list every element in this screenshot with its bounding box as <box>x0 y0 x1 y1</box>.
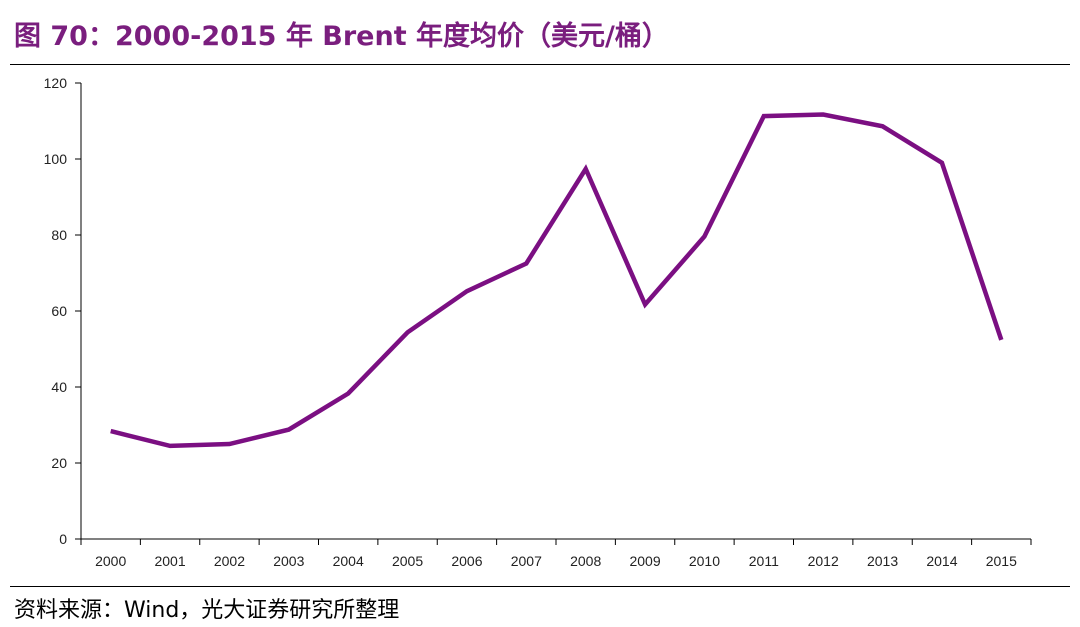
source-note: 资料来源：Wind，光大证券研究所整理 <box>14 598 400 623</box>
x-tick-label: 2004 <box>333 553 364 569</box>
x-tick-label: 2013 <box>867 553 898 569</box>
chart-title: 图 70：2000-2015 年 Brent 年度均价（美元/桶） <box>14 21 669 52</box>
x-tick-label: 2014 <box>926 553 957 569</box>
title-divider <box>10 64 1070 65</box>
x-axis-ticks: 2000 2001 2002 2003 2004 2005 2006 2007 2008 2009… <box>80 539 1032 569</box>
x-tick-label: 2009 <box>629 553 660 569</box>
x-tick-label: 2010 <box>689 553 720 569</box>
x-tick-label: 2000 <box>95 553 126 569</box>
x-tick-label: 2005 <box>392 553 423 569</box>
y-tick-label: 40 <box>51 379 67 395</box>
y-tick-label: 20 <box>51 455 67 471</box>
y-axis-ticks: 0 20 40 60 80 100 120 <box>44 75 81 547</box>
x-tick-label: 2012 <box>808 553 839 569</box>
x-tick-label: 2008 <box>570 553 601 569</box>
y-tick-label: 100 <box>44 151 68 167</box>
chart-axes <box>80 83 1031 540</box>
y-tick-label: 0 <box>59 531 67 547</box>
y-tick-label: 80 <box>51 227 67 243</box>
x-tick-label: 2003 <box>273 553 304 569</box>
x-tick-label: 2002 <box>214 553 245 569</box>
x-tick-label: 2001 <box>154 553 185 569</box>
x-tick-label: 2011 <box>749 553 779 569</box>
x-tick-label: 2007 <box>511 553 542 569</box>
y-tick-label: 120 <box>44 75 68 91</box>
y-tick-label: 60 <box>51 303 67 319</box>
series-group <box>110 112 1004 449</box>
series-line <box>110 112 1004 449</box>
source-divider <box>10 586 1070 587</box>
x-tick-label: 2006 <box>451 553 482 569</box>
x-tick-label: 2015 <box>986 553 1017 569</box>
